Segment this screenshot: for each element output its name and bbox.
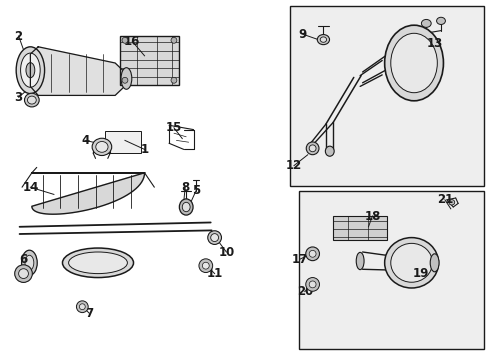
Ellipse shape [306,278,319,291]
Ellipse shape [306,142,319,155]
Text: 13: 13 [427,37,443,50]
Bar [290,6,484,186]
Ellipse shape [121,68,132,89]
Ellipse shape [318,35,330,45]
Ellipse shape [25,255,34,270]
Text: 21: 21 [437,193,453,206]
Ellipse shape [391,243,433,282]
Ellipse shape [15,265,32,282]
Text: 11: 11 [206,267,223,280]
Ellipse shape [179,199,193,215]
Text: 8: 8 [181,181,189,194]
Ellipse shape [208,231,221,244]
Bar [120,36,179,85]
Ellipse shape [24,93,39,107]
Bar [333,216,387,240]
Text: 2: 2 [15,30,23,42]
Text: 10: 10 [218,246,235,258]
Ellipse shape [202,262,209,269]
Ellipse shape [309,250,316,257]
Ellipse shape [27,96,36,104]
Text: 17: 17 [292,253,308,266]
Ellipse shape [96,141,108,152]
Ellipse shape [92,138,112,156]
Ellipse shape [211,234,219,242]
Ellipse shape [308,144,315,151]
Ellipse shape [309,145,316,152]
Ellipse shape [22,250,37,275]
Text: 7: 7 [85,307,93,320]
Ellipse shape [16,47,45,94]
Ellipse shape [122,77,128,83]
Ellipse shape [182,202,190,212]
Text: 20: 20 [296,285,313,298]
Polygon shape [32,173,145,214]
Text: 4: 4 [82,134,90,147]
Ellipse shape [19,269,28,279]
Bar [299,191,484,349]
Ellipse shape [171,77,177,83]
Text: 18: 18 [364,210,381,222]
Text: 14: 14 [22,181,39,194]
Ellipse shape [76,301,88,312]
Text: 12: 12 [286,159,302,172]
Ellipse shape [63,248,134,278]
Polygon shape [30,47,126,95]
Text: 6: 6 [20,253,27,266]
Ellipse shape [356,252,364,270]
Text: 19: 19 [412,267,429,280]
Text: 15: 15 [166,121,182,134]
Ellipse shape [385,25,443,101]
Ellipse shape [449,199,455,205]
Ellipse shape [79,304,85,310]
Ellipse shape [199,259,213,273]
Ellipse shape [309,281,316,288]
Ellipse shape [430,254,439,272]
Text: 1: 1 [141,143,148,156]
Ellipse shape [421,19,431,27]
Ellipse shape [306,247,319,261]
Bar [105,131,141,153]
Text: 3: 3 [15,91,23,104]
Ellipse shape [325,146,334,156]
Ellipse shape [320,37,327,42]
Ellipse shape [26,63,35,78]
Text: 9: 9 [299,28,307,41]
Ellipse shape [21,53,40,87]
Ellipse shape [122,37,128,43]
Ellipse shape [171,37,177,43]
Text: 5: 5 [192,184,200,197]
Ellipse shape [385,238,439,288]
Ellipse shape [437,17,445,24]
Ellipse shape [69,252,127,274]
Text: 16: 16 [124,35,141,48]
Ellipse shape [391,33,438,93]
